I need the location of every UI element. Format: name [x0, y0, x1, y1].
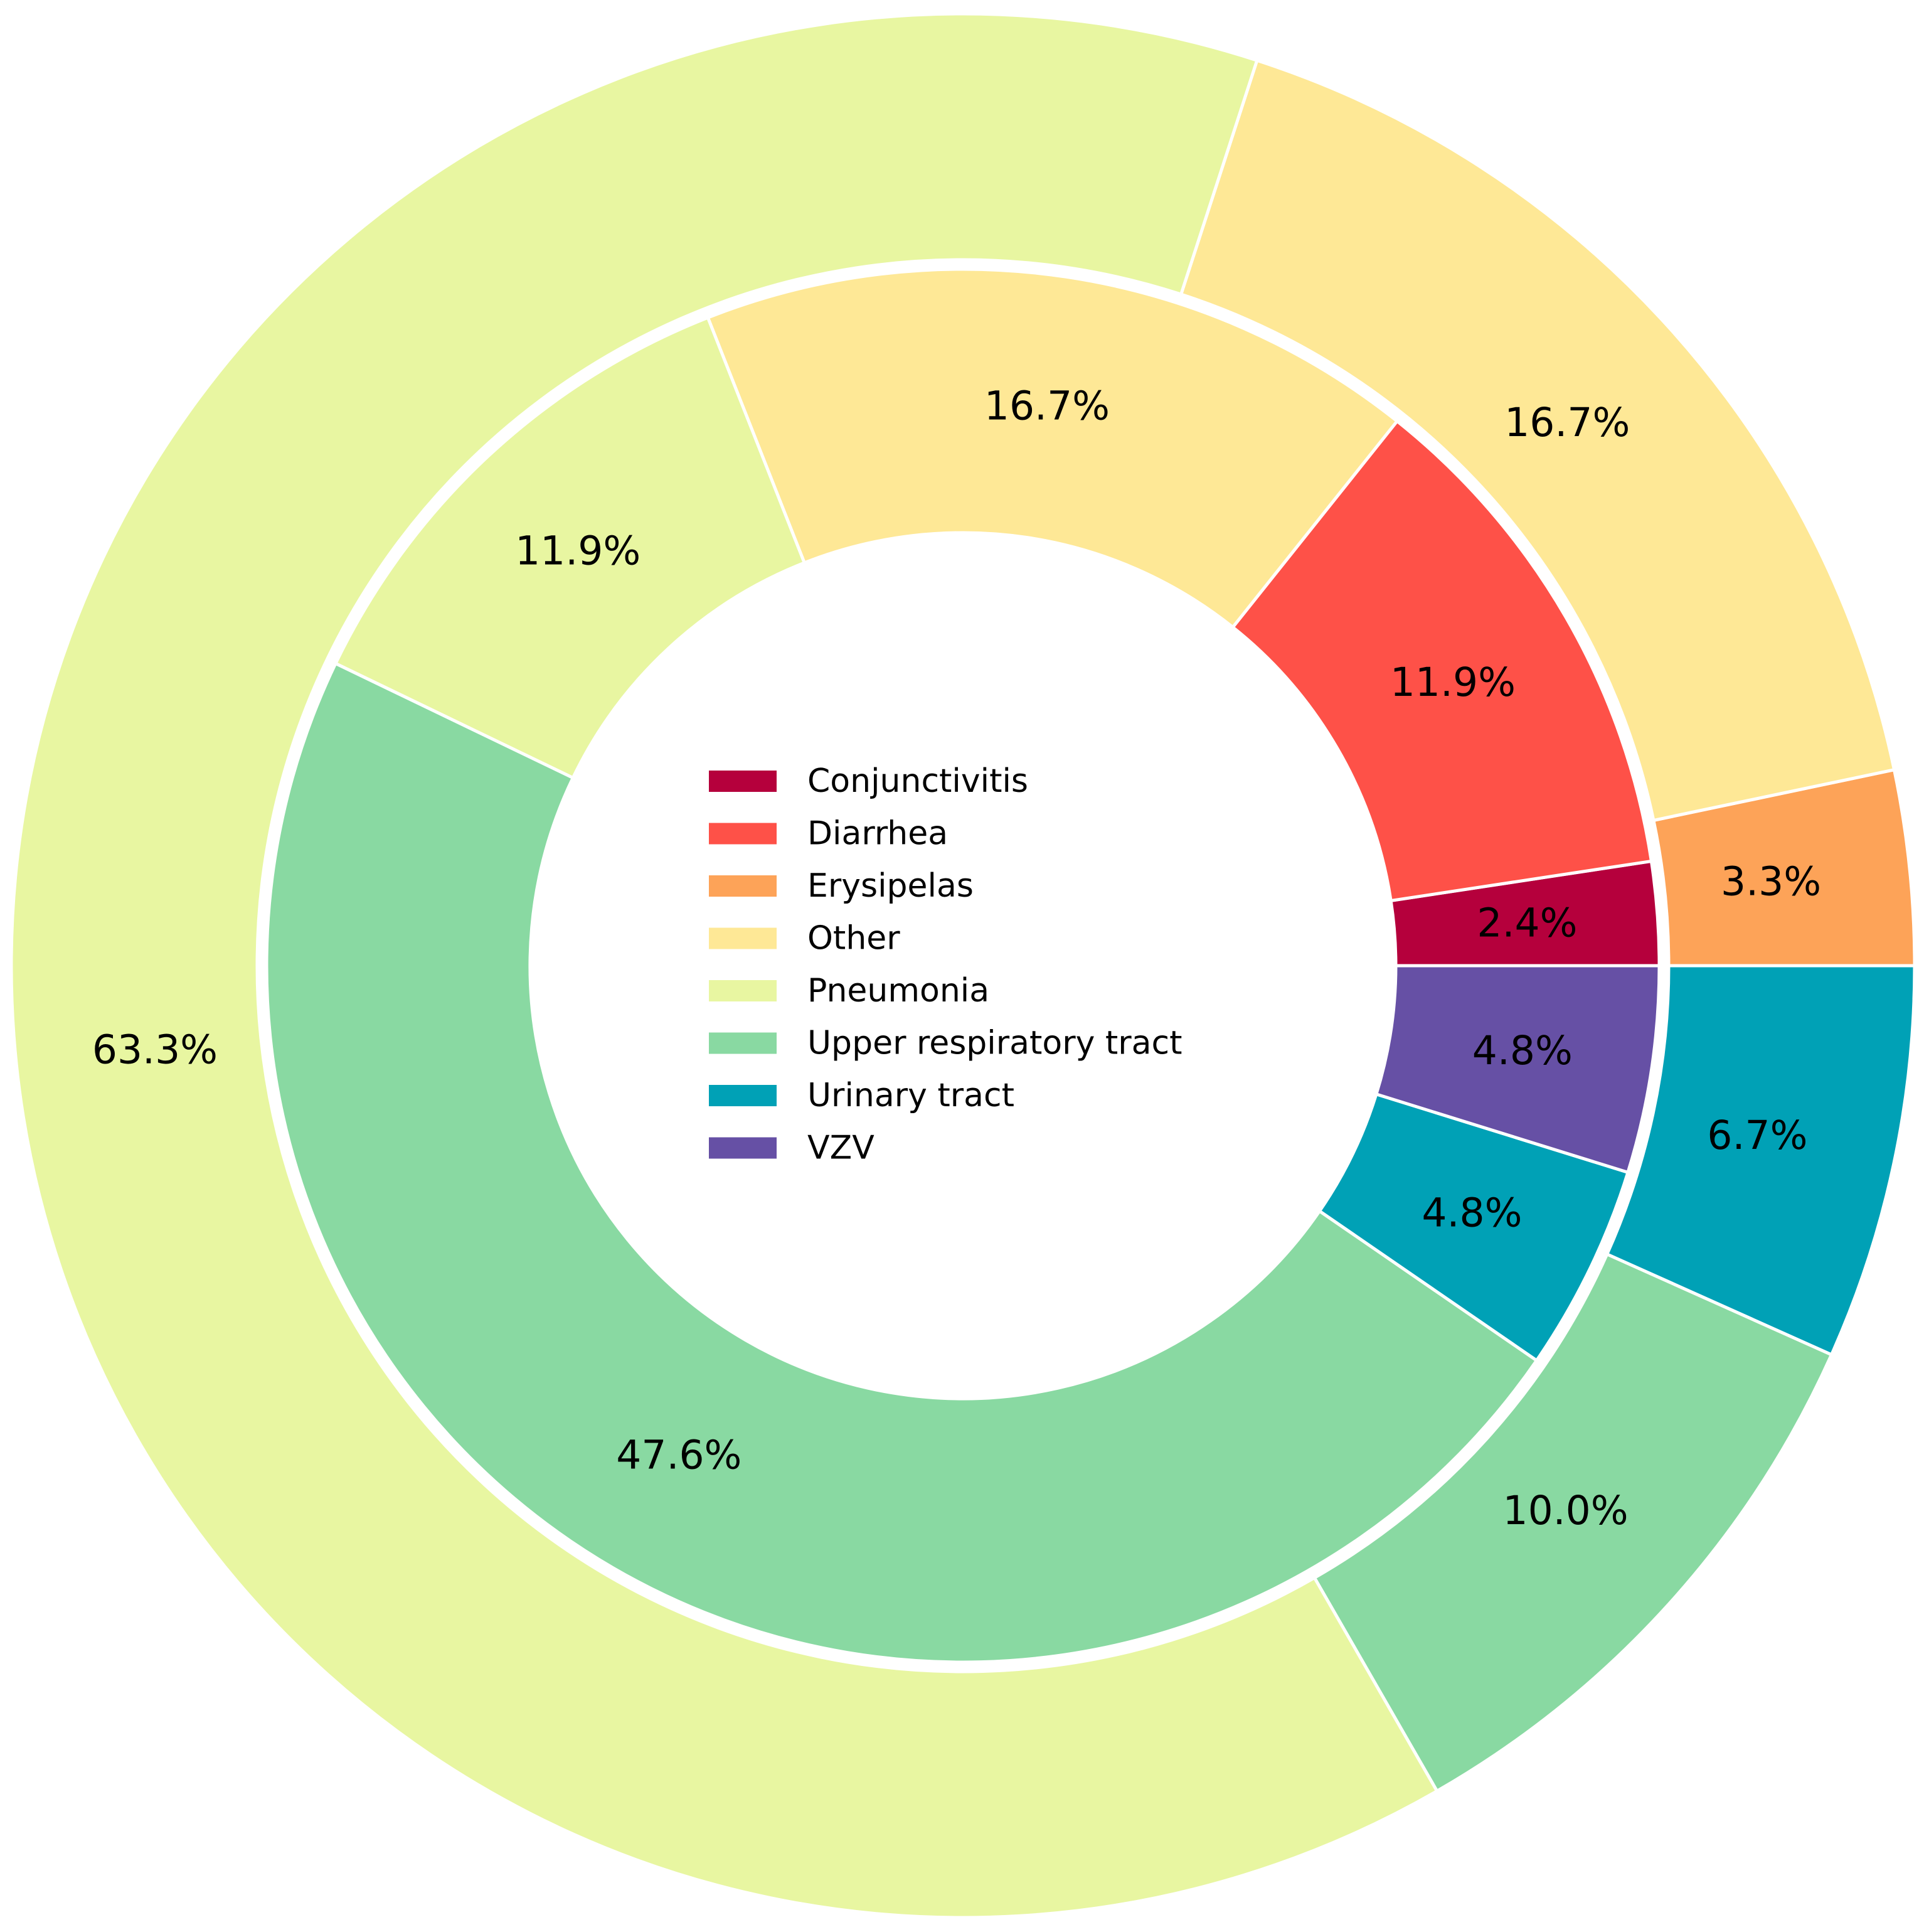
legend-swatch-urinary-tract — [709, 1085, 777, 1106]
inner-label-vzv: 4.8% — [1472, 1028, 1573, 1074]
outer-ring — [9, 12, 1916, 1919]
inner-slice-vzv — [1374, 964, 1661, 1175]
legend-label-erysipelas: Erysipelas — [807, 867, 974, 905]
legend-label-vzv: VZV — [807, 1129, 874, 1167]
legend-swatch-diarrhea — [709, 823, 777, 845]
legend-swatch-erysipelas — [709, 875, 777, 897]
legend-label-other: Other — [807, 920, 900, 958]
outer-slice-pneumonia — [9, 12, 1440, 1919]
outer-label-other: 16.7% — [1504, 400, 1630, 446]
legend-swatch-upper-respiratory-tract — [709, 1032, 777, 1054]
outer-slice-other — [1179, 58, 1896, 823]
inner-label-conjunctivitis: 2.4% — [1477, 900, 1577, 946]
inner-slice-other — [706, 267, 1400, 630]
inner-slice-diarrhea — [1230, 419, 1654, 903]
outer-label-erysipelas: 3.3% — [1721, 858, 1821, 904]
outer-label-upper-respiratory-tract: 10.0% — [1502, 1488, 1628, 1534]
legend: Conjunctivitis Diarrhea Erysipelas Other Pne… — [709, 762, 1183, 1167]
inner-label-diarrhea: 11.9% — [1390, 659, 1516, 705]
inner-slice-upper-respiratory-tract — [265, 661, 1539, 1664]
legend-swatch-conjunctivitis — [709, 771, 777, 792]
legend-label-diarrhea: Diarrhea — [807, 815, 948, 853]
inner-label-upper-respiratory-tract: 47.6% — [616, 1433, 741, 1478]
legend-label-pneumonia: Pneumonia — [807, 972, 989, 1010]
inner-label-urinary-tract: 4.8% — [1422, 1190, 1522, 1236]
legend-swatch-pneumonia — [709, 980, 777, 1001]
legend-label-conjunctivitis: Conjunctivitis — [807, 762, 1028, 800]
legend-label-urinary-tract: Urinary tract — [807, 1077, 1014, 1114]
legend-swatch-vzv — [709, 1137, 777, 1159]
outer-slice-urinary-tract — [1605, 964, 1916, 1357]
legend-swatch-other — [709, 927, 777, 949]
inner-label-pneumonia: 11.9% — [515, 528, 640, 574]
outer-label-pneumonia: 63.3% — [92, 1027, 218, 1073]
inner-label-other: 16.7% — [984, 383, 1110, 429]
outer-label-urinary-tract: 6.7% — [1707, 1113, 1807, 1158]
legend-label-upper-respiratory-tract: Upper respiratory tract — [807, 1025, 1183, 1062]
inner-slice-pneumonia — [333, 315, 807, 780]
inner-ring — [265, 267, 1661, 1664]
percentage-labels: 3.3% 16.7% 63.3% 10.0% 6.7% 2.4% 11.9% 16.7% 11.… — [92, 383, 1821, 1534]
